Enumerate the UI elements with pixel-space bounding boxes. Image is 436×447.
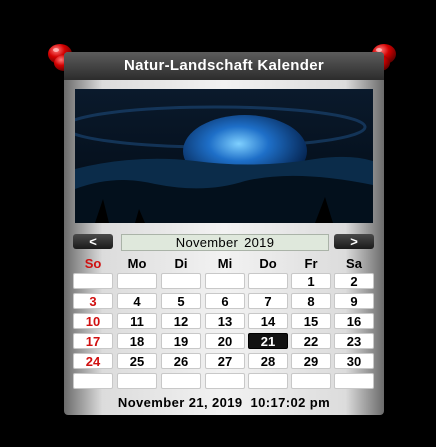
day-cell[interactable]: 27 <box>205 353 245 369</box>
day-cell[interactable]: 22 <box>291 333 331 349</box>
day-cell[interactable]: 1 <box>291 273 331 289</box>
day-cell[interactable]: 8 <box>291 293 331 309</box>
weekday-label: Di <box>174 256 188 271</box>
day-cell[interactable]: 15 <box>291 313 331 329</box>
weekday-header: So Mo Di Mi Do Fr Sa <box>73 256 375 272</box>
day-cell[interactable]: 24 <box>73 353 113 369</box>
current-time: 10:17:02 pm <box>250 395 331 410</box>
day-cell[interactable]: 12 <box>161 313 201 329</box>
calendar-widget: Natur-Landschaft Kalender < November 2019… <box>64 52 384 415</box>
weekday-label: Do <box>259 256 277 271</box>
day-cell[interactable]: 10 <box>73 313 113 329</box>
day-cell[interactable]: 6 <box>205 293 245 309</box>
widget-title: Natur-Landschaft Kalender <box>123 57 325 74</box>
day-cell[interactable]: 25 <box>117 353 157 369</box>
month-year-display: November 2019 <box>121 234 329 251</box>
day-cell[interactable]: 26 <box>161 353 201 369</box>
current-date: November 21, 2019 <box>117 395 243 410</box>
day-cell[interactable]: 28 <box>248 353 288 369</box>
weekday-label: Sa <box>346 256 362 271</box>
day-cell[interactable]: 19 <box>161 333 201 349</box>
day-cell[interactable]: 29 <box>291 353 331 369</box>
empty-day-cell <box>161 273 201 289</box>
day-cell[interactable]: 30 <box>334 353 374 369</box>
weekday-label: So <box>84 256 102 271</box>
day-cell[interactable]: 13 <box>205 313 245 329</box>
day-cell[interactable]: 20 <box>205 333 245 349</box>
datetime-footer: November 21, 2019 10:17:02 pm <box>64 395 384 410</box>
next-month-button[interactable]: > <box>334 234 374 249</box>
weekday-label: Fr <box>304 256 318 271</box>
empty-day-cell <box>117 373 157 389</box>
weekday-label: Mi <box>217 256 233 271</box>
year: 2019 <box>244 235 275 250</box>
day-cell[interactable]: 16 <box>334 313 374 329</box>
empty-day-cell <box>334 373 374 389</box>
day-cell[interactable]: 4 <box>117 293 157 309</box>
day-cell[interactable]: 2 <box>334 273 374 289</box>
day-cell[interactable]: 3 <box>73 293 113 309</box>
empty-day-cell <box>291 373 331 389</box>
selected-day-cell[interactable]: 21 <box>248 333 288 349</box>
day-cell[interactable]: 11 <box>117 313 157 329</box>
empty-day-cell <box>205 373 245 389</box>
day-cell[interactable]: 18 <box>117 333 157 349</box>
weekday-label: Mo <box>127 256 147 271</box>
day-cell[interactable]: 5 <box>161 293 201 309</box>
day-cell[interactable]: 23 <box>334 333 374 349</box>
day-cell[interactable]: 9 <box>334 293 374 309</box>
landscape-image <box>75 89 373 223</box>
empty-day-cell <box>205 273 245 289</box>
empty-day-cell <box>73 273 113 289</box>
title-bar[interactable]: Natur-Landschaft Kalender <box>64 52 384 80</box>
empty-day-cell <box>73 373 113 389</box>
empty-day-cell <box>248 373 288 389</box>
prev-month-button[interactable]: < <box>73 234 113 249</box>
empty-day-cell <box>248 273 288 289</box>
day-cell[interactable]: 7 <box>248 293 288 309</box>
month-name: November <box>175 235 239 250</box>
empty-day-cell <box>117 273 157 289</box>
day-cell[interactable]: 17 <box>73 333 113 349</box>
empty-day-cell <box>161 373 201 389</box>
day-cell[interactable]: 14 <box>248 313 288 329</box>
